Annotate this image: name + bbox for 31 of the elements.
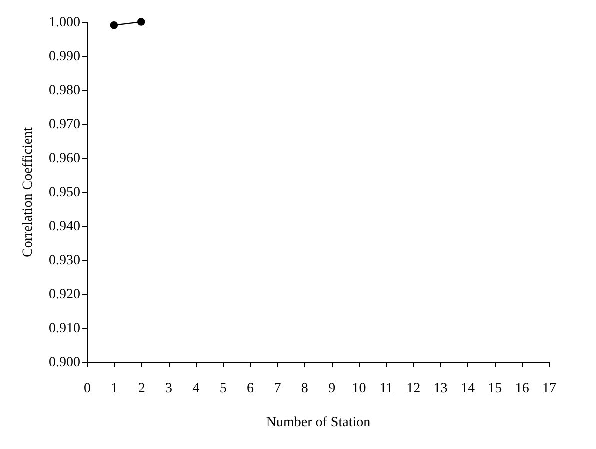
x-tick-label: 10 xyxy=(352,382,366,396)
x-tick-label: 14 xyxy=(460,382,475,396)
y-tick-label: 0.930 xyxy=(49,254,80,268)
x-tick-label: 7 xyxy=(274,382,282,396)
x-tick-label: 13 xyxy=(434,382,448,396)
x-tick-label: 11 xyxy=(380,382,394,396)
x-tick-label: 4 xyxy=(192,382,200,396)
x-axis-title: Number of Station xyxy=(266,416,371,430)
x-tick-label: 9 xyxy=(328,382,336,396)
x-tick-label: 2 xyxy=(138,382,146,396)
y-tick-label: 0.960 xyxy=(49,152,80,166)
y-tick-label: 0.900 xyxy=(49,356,80,370)
y-tick-label: 0.970 xyxy=(49,118,80,132)
x-tick-label: 16 xyxy=(515,382,530,396)
x-tick-label: 8 xyxy=(301,382,308,396)
y-tick-label: 0.980 xyxy=(49,84,80,98)
x-tick-label: 3 xyxy=(166,382,173,396)
y-tick-label: 0.950 xyxy=(49,186,80,200)
x-tick-label: 5 xyxy=(220,382,227,396)
y-tick-label: 0.910 xyxy=(49,322,80,336)
x-tick-label: 12 xyxy=(406,382,421,396)
x-tick-label: 15 xyxy=(488,382,502,396)
x-tick-label: 0 xyxy=(84,382,91,396)
x-tick-label: 6 xyxy=(247,382,254,396)
x-tick-label: 17 xyxy=(542,382,556,396)
y-axis-title: Correlation Coefficient xyxy=(21,127,36,258)
y-tick-label: 0.920 xyxy=(49,288,80,302)
y-tick-label: 1.000 xyxy=(49,16,80,30)
x-tick-label: 1 xyxy=(111,382,118,396)
y-tick-label: 0.940 xyxy=(49,220,80,234)
y-tick-label: 0.990 xyxy=(49,50,80,64)
